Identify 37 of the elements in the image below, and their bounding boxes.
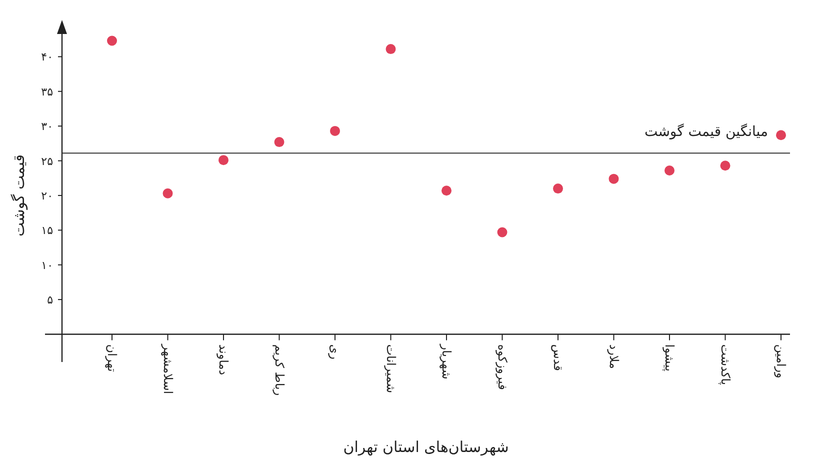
point <box>162 188 173 198</box>
point <box>442 186 452 196</box>
x-tick-label: تهران <box>105 344 119 372</box>
point <box>330 126 340 136</box>
point <box>776 130 786 140</box>
x-axis-title: شهرستان‌های استان تهران <box>343 438 509 456</box>
point <box>386 44 396 54</box>
y-tick-label: ۳۰ <box>41 120 53 134</box>
x-tick-label: شمیرانات <box>384 344 398 394</box>
x-tick-label: ملارد <box>606 344 621 369</box>
x-tick-label: ری <box>328 344 342 360</box>
x-tick-label: شهریار <box>440 343 454 380</box>
point <box>218 155 228 166</box>
y-tick-label: ۱۵ <box>41 224 54 238</box>
point <box>608 174 619 184</box>
x-tick-label: رباط کریم <box>272 344 286 396</box>
y-tick-label: ۲۰ <box>41 189 53 202</box>
point <box>107 36 117 46</box>
point <box>274 137 284 148</box>
y-axis-title: قیمت گوشت <box>10 154 28 236</box>
ref-line-label: میانگین قیمت گوشت <box>644 123 768 140</box>
point <box>664 165 674 176</box>
x-tick-label: دماوند <box>216 344 230 376</box>
point <box>553 184 563 194</box>
x-tick-label: قدس <box>551 344 565 371</box>
x-tick-label: پیشوا <box>662 344 676 372</box>
y-tick-label: ۲۵ <box>41 154 54 168</box>
point <box>720 160 730 171</box>
point <box>497 227 508 238</box>
x-tick-label: فیروزکوه <box>495 344 510 390</box>
y-tick-label: ۱۰ <box>41 258 53 272</box>
x-tick-label: ورامین <box>774 344 788 378</box>
y-tick-label: ۳۵ <box>41 85 54 98</box>
x-tick-label: اسلامشهر <box>160 343 175 394</box>
x-tick-label: پاکدشت <box>718 344 732 386</box>
y-tick-label: ۵ <box>47 294 54 307</box>
y-tick-label: ۴۰ <box>41 50 53 64</box>
